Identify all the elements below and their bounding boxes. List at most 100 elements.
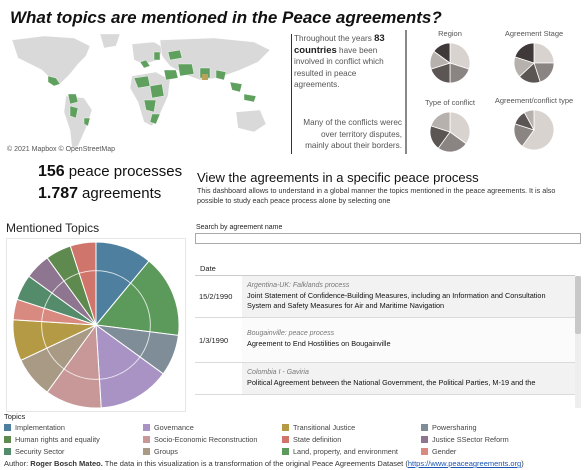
mini-pie-label: Type of conflict (424, 98, 476, 107)
legend-item[interactable]: Security Sector (4, 446, 143, 457)
table-row[interactable]: Colombia I - Gaviria Political Agreement… (195, 363, 575, 395)
section-heading: View the agreements in a specific peace … (197, 170, 479, 185)
table-row[interactable]: 15/2/1990 Argentina-UK: Falklands proces… (195, 276, 575, 318)
page-header: What topics are mentioned in the Peace a… (4, 6, 442, 30)
mini-pie-agreement-conflict-type[interactable] (512, 108, 556, 152)
mini-pie-slice[interactable] (514, 42, 535, 64)
legend-swatch (421, 424, 428, 431)
section-description: This dashboard allows to understand in a… (197, 186, 556, 205)
footer-author-label: Author: (4, 459, 29, 468)
country-count: 83 (374, 33, 385, 44)
legend-item[interactable]: Transitional Justice (282, 422, 421, 433)
row-agreement: Agreement to End Hostilities on Bougainv… (247, 339, 391, 348)
row-date (195, 363, 242, 394)
intro-pre: Throughout the years (294, 34, 372, 43)
mini-pie-label: Agreement/conflict type (494, 96, 574, 105)
stat-processes: 156 peace processes (38, 163, 198, 185)
legend-label: Implementation (15, 423, 65, 432)
mini-pie-slice[interactable] (437, 131, 467, 153)
pie-slice[interactable] (95, 260, 180, 336)
intro-post: have been involved in conflict which res… (294, 45, 384, 90)
legend-label: Groups (154, 447, 178, 456)
intro-text: Throughout the years 83 countries have b… (294, 33, 402, 91)
mini-pie-conflict-type[interactable] (428, 110, 472, 154)
legend-swatch (143, 436, 150, 443)
legend-swatch (282, 448, 289, 455)
row-agreement: Joint Statement of Confidence-Building M… (247, 291, 546, 310)
pie-inner-ring (41, 270, 151, 380)
map-credit: © 2021 Mapbox © OpenStreetMap (7, 146, 115, 153)
legend-item[interactable]: Socio-Economic Reconstruction (143, 434, 282, 445)
stat-value: 156 (38, 163, 65, 180)
legend-title: Topics (4, 412, 26, 421)
legend-item[interactable]: Human rights and equality (4, 434, 143, 445)
stat-label: agreements (82, 185, 162, 202)
mini-pie-agreement-stage[interactable] (512, 41, 556, 85)
legend-swatch (421, 448, 428, 455)
row-content: Argentina-UK: Falklands process Joint St… (242, 276, 575, 317)
page-title: What topics are mentioned in the Peace a… (10, 8, 442, 27)
legend-item[interactable]: Governance (143, 422, 282, 433)
world-map[interactable] (4, 30, 288, 158)
summary-stats: 156 peace processes 1.787 agreements (38, 163, 198, 207)
table-divider (195, 275, 575, 276)
legend-item[interactable]: Land, property, and environment (282, 446, 421, 457)
mini-pie-slice[interactable] (430, 111, 451, 133)
table-scrollbar[interactable] (575, 276, 581, 408)
legend-label: Powersharing (432, 423, 477, 432)
legend-item[interactable]: Justice SSector Reform (421, 434, 560, 445)
legend-swatch (143, 448, 150, 455)
legend-label: Gender (432, 447, 457, 456)
footer-close: ) (521, 459, 524, 468)
mini-pie-region[interactable] (428, 41, 472, 85)
row-content: Colombia I - Gaviria Political Agreement… (242, 363, 575, 394)
legend-item[interactable]: Implementation (4, 422, 143, 433)
mini-pie-slice[interactable] (523, 109, 535, 131)
legend-swatch (4, 424, 11, 431)
mini-pie-block: Agreement Stage (489, 29, 579, 85)
footer: Author: Roger Bosch Mateo. The data in t… (4, 459, 524, 468)
intro-bold-word: countries (294, 44, 337, 56)
legend-label: State definition (293, 435, 342, 444)
row-process: Argentina-UK: Falklands process (247, 282, 350, 289)
search-input[interactable] (195, 233, 581, 244)
legend-label: Human rights and equality (15, 435, 100, 444)
pie-slice[interactable] (69, 241, 97, 326)
footer-link[interactable]: https://www.peaceagreements.org (407, 459, 522, 468)
divider (405, 30, 407, 154)
pie-slice[interactable] (95, 323, 164, 409)
legend-swatch (421, 436, 428, 443)
legend-item[interactable]: Groups (143, 446, 282, 457)
mini-pie-slice[interactable] (533, 42, 555, 64)
legend-label: Security Sector (15, 447, 65, 456)
footer-text: The data in this visualization is a tran… (104, 459, 408, 468)
mini-pie-slice[interactable] (449, 42, 471, 70)
table-row[interactable]: 1/3/1990 Bougainville: peace process Agr… (195, 318, 575, 363)
row-process: Colombia I - Gaviria (247, 369, 309, 376)
legend-label: Land, property, and environment (293, 447, 398, 456)
legend-label: Transitional Justice (293, 423, 356, 432)
legend-swatch (143, 424, 150, 431)
agreements-table: 15/2/1990 Argentina-UK: Falklands proces… (195, 276, 575, 408)
row-agreement: Political Agreement between the National… (247, 378, 536, 387)
mini-pie-slice[interactable] (433, 42, 451, 64)
row-content: Bougainville: peace process Agreement to… (242, 318, 575, 362)
stat-value: 1.787 (38, 185, 79, 202)
topics-legend: Implementation Governance Transitional Jus… (4, 422, 564, 457)
mini-pie-slice[interactable] (449, 111, 471, 145)
mini-pie-block: Type of conflict (405, 98, 495, 154)
stat-label: peace processes (68, 163, 183, 180)
legend-item[interactable]: Gender (421, 446, 560, 457)
mini-pie-label: Agreement Stage (504, 29, 564, 38)
legend-swatch (282, 424, 289, 431)
legend-item[interactable]: Powersharing (421, 422, 560, 433)
row-process: Bougainville: peace process (247, 330, 335, 337)
scrollbar-thumb[interactable] (575, 276, 581, 334)
topics-pie-chart[interactable] (6, 238, 186, 412)
mini-pie-slice[interactable] (521, 109, 555, 151)
legend-label: Socio-Economic Reconstruction (154, 435, 258, 444)
date-column-header[interactable]: Date (200, 264, 216, 273)
legend-item[interactable]: State definition (282, 434, 421, 445)
search-label: Search by agreement name (196, 224, 283, 231)
topics-title: Mentioned Topics (6, 221, 100, 235)
